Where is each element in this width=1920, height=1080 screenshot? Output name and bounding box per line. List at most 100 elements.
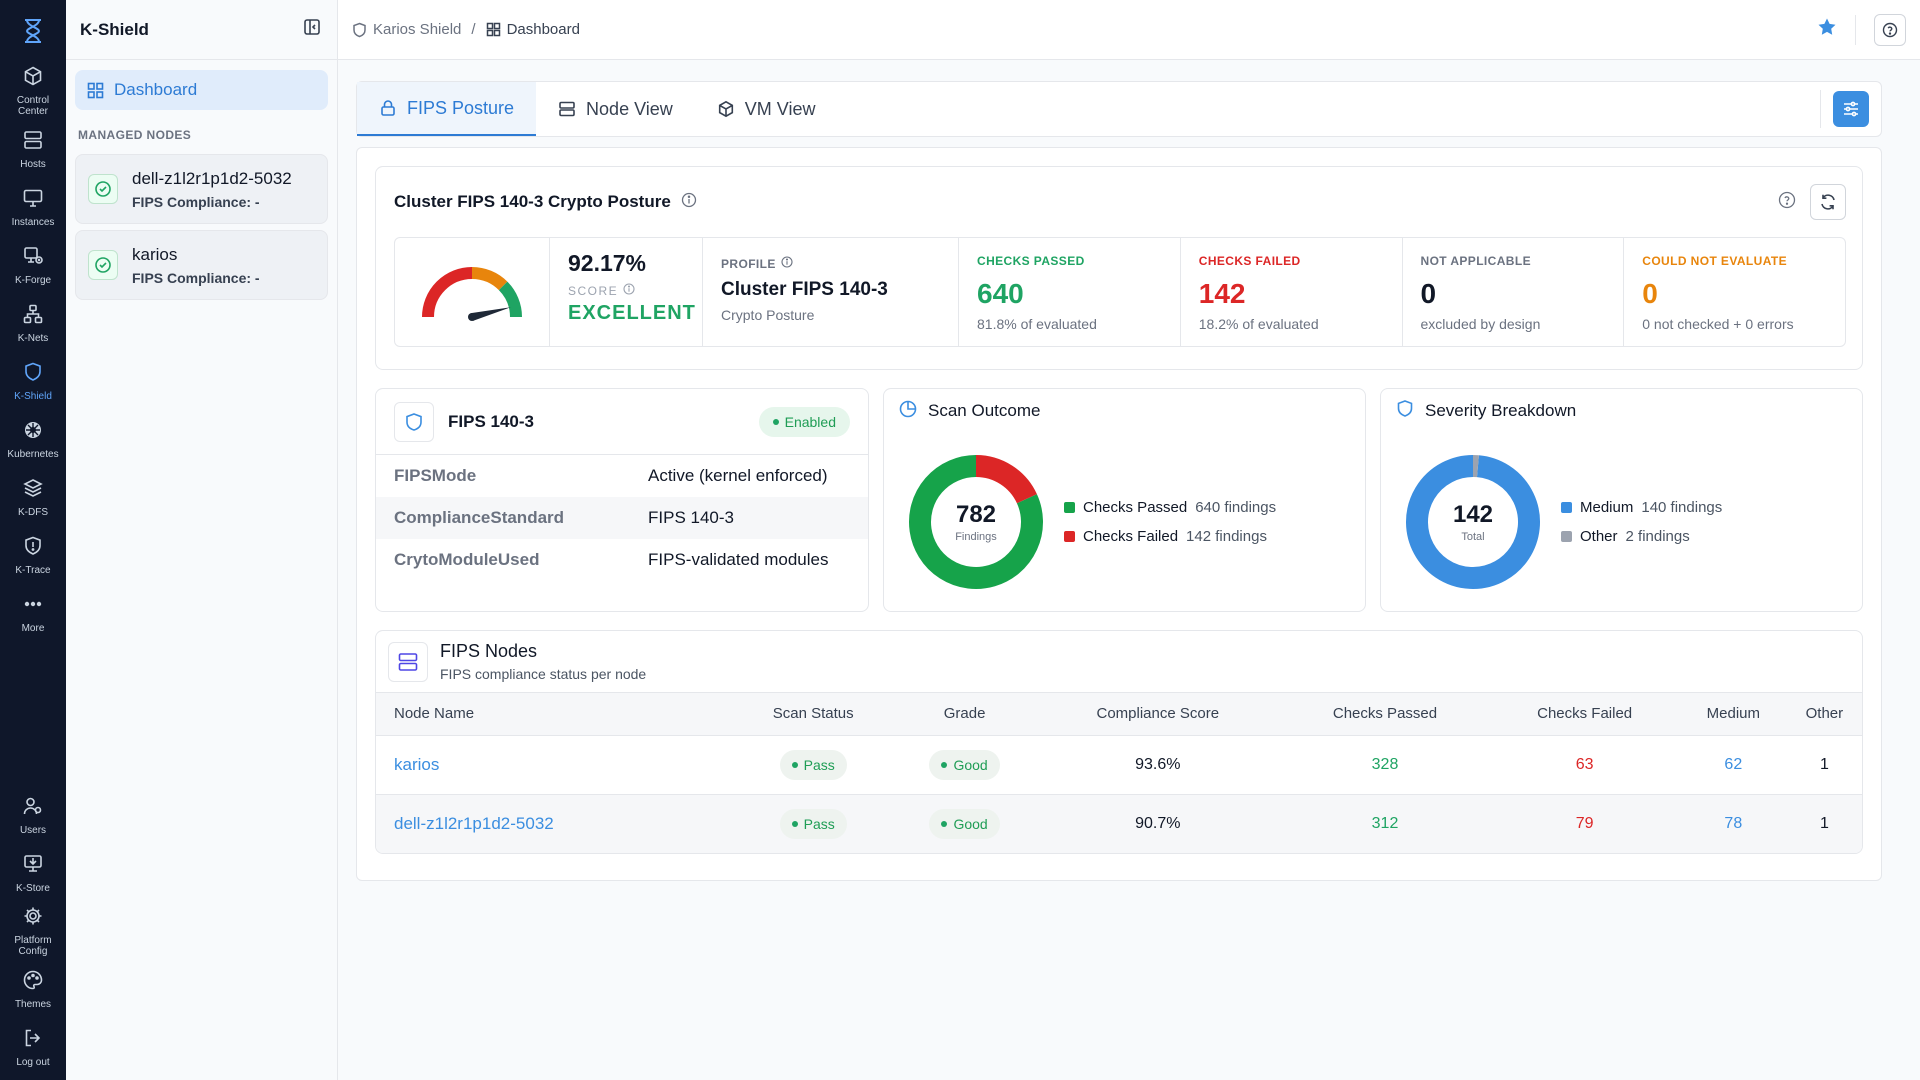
metric-checks-failed: CHECKS FAILED 142 18.2% of evaluated [1181,238,1403,346]
column-header[interactable]: Medium [1706,705,1760,723]
node-name-link[interactable]: karios [394,754,440,774]
column-header[interactable]: Checks Failed [1537,705,1633,723]
collapse-sidebar-icon[interactable] [303,18,321,41]
sliders-icon [1844,101,1858,117]
pill-label: Pass [803,756,835,773]
rail-item-kubernetes[interactable]: Kubernetes [0,410,66,468]
grade-pill: Good [929,749,1000,780]
rail-label-line: Config [18,946,48,957]
severity-breakdown-card: Severity Breakdown 142 Total Medium 140 f… [1380,388,1863,612]
rail-item-platform-config[interactable]: Platform Config [0,902,66,960]
donut-slice-medium[interactable] [1406,455,1540,589]
column-header[interactable]: Scan Status [772,705,854,723]
legend-item: Checks Failed 142 findings [1064,528,1276,545]
donut-slice-checks-failed[interactable] [975,455,1037,504]
badge-label: Enabled [784,413,836,430]
gauge-band-1 [471,267,508,291]
score-block: 92.17% SCORE EXCELLENT [550,238,703,346]
sidebar-header: K-Shield [66,0,337,60]
rail-item-hosts[interactable]: Hosts [0,120,66,178]
rail-label-line: K-Nets [17,332,49,344]
node-name-link[interactable]: dell-z1l2r1p1d2-5032 [394,813,554,833]
favorite-star-icon[interactable] [1817,17,1837,42]
table-row[interactable]: dell-z1l2r1p1d2-5032 Pass Good 90.7% 312… [376,794,1862,853]
rail-item-control-center[interactable]: Control Center [0,62,66,120]
metric-not-applicable: NOT APPLICABLE 0 excluded by design [1403,238,1625,346]
column-header[interactable]: Grade [943,705,986,723]
column-header[interactable]: Checks Passed [1332,705,1438,723]
column-header[interactable]: Other [1805,705,1844,723]
rail-label-line: More [21,622,45,634]
nodes-subtitle: FIPS compliance status per node [440,666,647,682]
tab-vm-view[interactable]: VM View [695,82,838,136]
breadcrumb-current: Dashboard [506,21,580,38]
rail-item-k-trace[interactable]: K-Trace [0,526,66,584]
fips-nodes-table: Node Name Scan Status Grade Compliance S… [376,693,1862,853]
legend-series: Checks Passed [1083,499,1188,516]
app-rail: Control Center Hosts Instances K-Forge K-Nets… [0,0,66,1080]
legend-series: Checks Failed [1083,528,1179,545]
refresh-button[interactable] [1810,184,1846,220]
rail-item-logout[interactable]: Log out [0,1018,66,1076]
info-icon[interactable] [623,283,635,298]
fips-row: FIPSMode Active (kernel enforced) [376,455,868,497]
sidebar-item-dashboard[interactable]: Dashboard [75,70,328,110]
rail-item-more[interactable]: More [0,584,66,642]
metric-could-not-evaluate: COULD NOT EVALUATE 0 0 not checked + 0 e… [1624,238,1845,346]
donut-slice-checks-passed[interactable] [909,455,1043,589]
rail-item-label: Kubernetes [7,449,58,460]
compliance-score: 93.6% [1135,755,1181,773]
rail-label-line: Center [17,106,48,117]
rail-item-label: More [22,623,45,634]
help-button[interactable] [1874,13,1906,46]
sidebar-node-karios[interactable]: karios FIPS Compliance: - [75,230,328,300]
metric-sub: excluded by design [1420,316,1541,332]
fips-value: FIPS-validated modules [648,550,829,569]
legend-item: Other 2 findings [1561,528,1722,545]
app-logo[interactable] [0,0,66,62]
scan-outcome-card: Scan Outcome 782 Findings Checks Passed 6… [883,388,1366,612]
sidebar-node-dell[interactable]: dell-z1l2r1p1d2-5032 FIPS Compliance: - [75,154,328,224]
rail-item-instances[interactable]: Instances [0,178,66,236]
rail-item-k-forge[interactable]: K-Forge [0,236,66,294]
check-circle-icon [88,250,118,280]
legend-series: Other [1580,528,1618,545]
sidebar-title: K-Shield [80,19,149,39]
node-name: karios [132,244,178,264]
settings-sliders-button[interactable] [1833,91,1869,127]
refresh-icon [1821,194,1835,210]
metric-value: 0 [1642,278,1658,309]
rail-item-k-dfs[interactable]: K-DFS [0,468,66,526]
cluster-posture-card: Cluster FIPS 140-3 Crypto Posture [375,166,1863,370]
donut-caption: Findings [955,531,997,543]
rail-item-label: Control Center [17,95,49,117]
rail-item-k-shield[interactable]: K-Shield [0,352,66,410]
tab-fips-posture[interactable]: FIPS Posture [357,82,537,136]
column-header[interactable]: Node Name [394,705,475,723]
gauge-band-2 [498,281,522,318]
top-bar: Karios Shield / Dashboard [338,0,1920,60]
rail-item-k-store[interactable]: K-Store [0,844,66,902]
help-icon[interactable] [1778,191,1796,214]
rail-item-themes[interactable]: Themes [0,960,66,1018]
rail-item-label: Platform Config [14,935,51,957]
fips-posture-panel: Cluster FIPS 140-3 Crypto Posture [356,147,1882,881]
rail-label-line: Kubernetes [7,448,59,460]
rail-label-line: Platform [14,935,52,946]
users-icon [22,795,44,822]
rail-item-k-nets[interactable]: K-Nets [0,294,66,352]
monitor-icon [22,187,44,214]
info-icon[interactable] [681,192,697,213]
column-header[interactable]: Compliance Score [1096,705,1220,723]
view-tabs: FIPS Posture Node View VM View [356,81,1882,137]
metric-value: 142 [1198,278,1246,309]
breadcrumb-root[interactable]: Karios Shield [373,21,462,38]
table-row[interactable]: karios Pass Good 93.6% 328 63 62 1 [376,735,1862,794]
tab-node-view[interactable]: Node View [536,82,695,136]
fips-key: CrytoModuleUsed [394,550,540,569]
info-icon[interactable] [781,256,793,271]
rail-item-label: Themes [15,999,51,1010]
rail-item-users[interactable]: Users [0,786,66,844]
fips-row: ComplianceStandard FIPS 140-3 [376,497,868,539]
pill-label: Good [953,756,988,773]
